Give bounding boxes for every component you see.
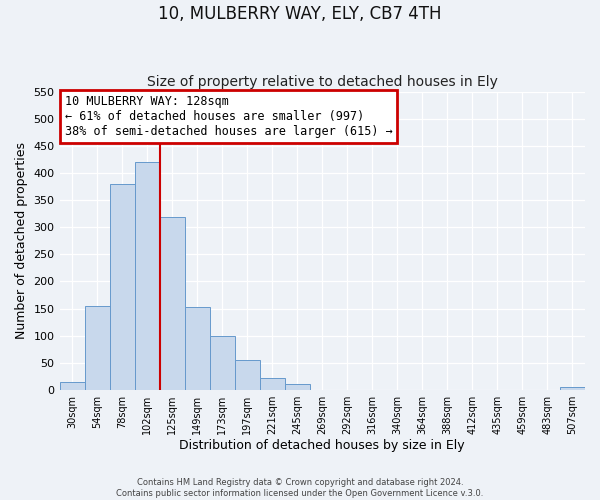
- Bar: [134, 162, 160, 390]
- Bar: [260, 378, 285, 390]
- Bar: [235, 360, 260, 390]
- Bar: [285, 384, 310, 390]
- X-axis label: Distribution of detached houses by size in Ely: Distribution of detached houses by size …: [179, 440, 465, 452]
- Text: 10, MULBERRY WAY, ELY, CB7 4TH: 10, MULBERRY WAY, ELY, CB7 4TH: [158, 5, 442, 23]
- Bar: [110, 184, 134, 390]
- Bar: [160, 216, 185, 390]
- Title: Size of property relative to detached houses in Ely: Size of property relative to detached ho…: [147, 76, 498, 90]
- Bar: [59, 382, 85, 390]
- Bar: [560, 387, 585, 390]
- Text: 10 MULBERRY WAY: 128sqm
← 61% of detached houses are smaller (997)
38% of semi-d: 10 MULBERRY WAY: 128sqm ← 61% of detache…: [65, 95, 392, 138]
- Bar: [209, 336, 235, 390]
- Y-axis label: Number of detached properties: Number of detached properties: [15, 142, 28, 340]
- Bar: [85, 306, 110, 390]
- Text: Contains HM Land Registry data © Crown copyright and database right 2024.
Contai: Contains HM Land Registry data © Crown c…: [116, 478, 484, 498]
- Bar: [185, 308, 209, 390]
